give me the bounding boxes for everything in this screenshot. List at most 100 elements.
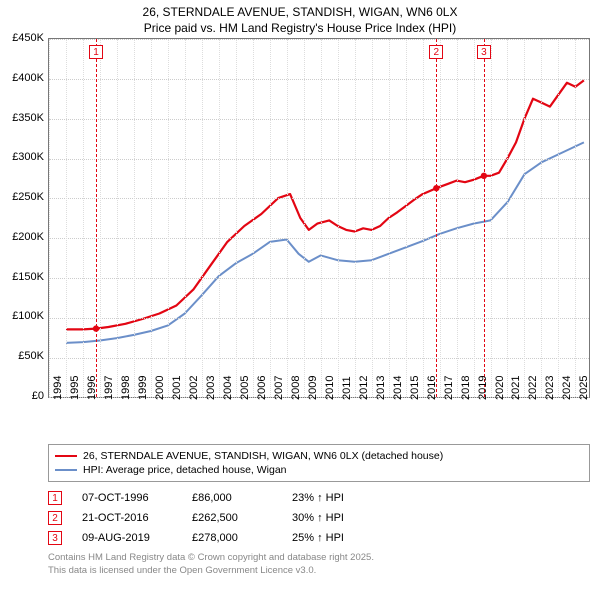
gridline-v — [321, 39, 322, 397]
gridline-v — [236, 39, 237, 397]
marker-vline — [436, 39, 437, 397]
transaction-price: £86,000 — [192, 492, 272, 504]
gridline-v — [168, 39, 169, 397]
marker-vline — [484, 39, 485, 397]
marker-box: 3 — [477, 45, 491, 59]
y-tick-label: £250K — [12, 191, 44, 203]
marker-box: 2 — [429, 45, 443, 59]
x-tick-label: 2009 — [307, 376, 319, 400]
x-tick-label: 2022 — [527, 376, 539, 400]
x-tick-label: 2023 — [544, 376, 556, 400]
gridline-v — [406, 39, 407, 397]
gridline-v — [134, 39, 135, 397]
gridline-v — [389, 39, 390, 397]
gridline-v — [440, 39, 441, 397]
gridline-v — [270, 39, 271, 397]
gridline-v — [541, 39, 542, 397]
x-tick-label: 2016 — [426, 376, 438, 400]
x-tick-label: 2004 — [222, 376, 234, 400]
gridline-v — [219, 39, 220, 397]
x-tick-label: 1996 — [86, 376, 98, 400]
gridline-v — [474, 39, 475, 397]
transaction-marker: 1 — [48, 491, 62, 505]
transaction-delta: 23% ↑ HPI — [292, 492, 382, 504]
transaction-row: 3 09-AUG-2019 £278,000 25% ↑ HPI — [48, 528, 590, 548]
transaction-delta: 30% ↑ HPI — [292, 512, 382, 524]
x-tick-label: 2020 — [494, 376, 506, 400]
gridline-v — [558, 39, 559, 397]
x-tick-label: 2018 — [460, 376, 472, 400]
transaction-marker: 3 — [48, 531, 62, 545]
gridline-v — [185, 39, 186, 397]
marker-vline — [96, 39, 97, 397]
legend-item: HPI: Average price, detached house, Wiga… — [55, 463, 583, 477]
transaction-date: 09-AUG-2019 — [82, 532, 172, 544]
gridline-v — [151, 39, 152, 397]
x-tick-label: 2011 — [341, 377, 353, 401]
x-tick-label: 2013 — [375, 376, 387, 400]
gridline-v — [49, 39, 50, 397]
x-tick-label: 1998 — [120, 376, 132, 400]
x-tick-label: 2012 — [358, 376, 370, 400]
x-tick-label: 2014 — [392, 376, 404, 400]
x-tick-label: 1995 — [69, 376, 81, 400]
transaction-date: 21-OCT-2016 — [82, 512, 172, 524]
x-tick-label: 1999 — [137, 376, 149, 400]
gridline-v — [338, 39, 339, 397]
x-axis: 1994199519961997199819992000200120022003… — [48, 398, 590, 436]
x-tick-label: 2007 — [273, 376, 285, 400]
transaction-date: 07-OCT-1996 — [82, 492, 172, 504]
x-tick-label: 2001 — [171, 376, 183, 400]
title-line-2: Price paid vs. HM Land Registry's House … — [0, 20, 600, 36]
gridline-v — [287, 39, 288, 397]
x-tick-label: 2025 — [578, 376, 590, 400]
x-tick-label: 2000 — [154, 376, 166, 400]
y-axis: £0£50K£100K£150K£200K£250K£300K£350K£400… — [0, 38, 46, 398]
attribution-footer: Contains HM Land Registry data © Crown c… — [48, 552, 590, 577]
series-line — [66, 143, 584, 344]
y-tick-label: £200K — [12, 231, 44, 243]
title-line-1: 26, STERNDALE AVENUE, STANDISH, WIGAN, W… — [0, 4, 600, 20]
x-tick-label: 2006 — [256, 376, 268, 400]
transaction-delta: 25% ↑ HPI — [292, 532, 382, 544]
gridline-v — [202, 39, 203, 397]
transactions-table: 107-OCT-1996£86,00023% ↑ HPI221-OCT-2016… — [48, 488, 590, 548]
legend-label: 26, STERNDALE AVENUE, STANDISH, WIGAN, W… — [83, 450, 443, 462]
plot-area: 1 2 3 — [48, 38, 590, 398]
legend-label: HPI: Average price, detached house, Wiga… — [83, 464, 287, 476]
x-tick-label: 2005 — [239, 376, 251, 400]
y-tick-label: £350K — [12, 112, 44, 124]
footer-line-1: Contains HM Land Registry data © Crown c… — [48, 552, 590, 564]
x-tick-label: 2017 — [443, 376, 455, 400]
transaction-row: 221-OCT-2016£262,50030% ↑ HPI — [48, 508, 590, 528]
gridline-v — [491, 39, 492, 397]
gridline-v — [457, 39, 458, 397]
x-tick-label: 2019 — [477, 376, 489, 400]
chart-title: 26, STERNDALE AVENUE, STANDISH, WIGAN, W… — [0, 0, 600, 38]
legend: 26, STERNDALE AVENUE, STANDISH, WIGAN, W… — [48, 444, 590, 482]
y-tick-label: £300K — [12, 151, 44, 163]
gridline-v — [253, 39, 254, 397]
gridline-v — [575, 39, 576, 397]
marker-box: 1 — [89, 45, 103, 59]
gridline-v — [66, 39, 67, 397]
transaction-row: 1 07-OCT-1996 £86,000 23% ↑ HPI — [48, 488, 590, 508]
x-tick-label: 2008 — [290, 376, 302, 400]
y-tick-label: £50K — [18, 350, 44, 362]
gridline-v — [524, 39, 525, 397]
transaction-price: £262,500 — [192, 512, 272, 524]
gridline-v — [100, 39, 101, 397]
legend-item: 26, STERNDALE AVENUE, STANDISH, WIGAN, W… — [55, 449, 583, 463]
x-tick-label: 2024 — [561, 376, 573, 400]
footer-line-2: This data is licensed under the Open Gov… — [48, 565, 590, 577]
y-tick-label: £100K — [12, 310, 44, 322]
gridline-v — [83, 39, 84, 397]
gridline-v — [117, 39, 118, 397]
y-tick-label: £400K — [12, 72, 44, 84]
transaction-price: £278,000 — [192, 532, 272, 544]
y-tick-label: £150K — [12, 271, 44, 283]
gridline-v — [304, 39, 305, 397]
x-tick-label: 2021 — [510, 376, 522, 400]
chart-container: 26, STERNDALE AVENUE, STANDISH, WIGAN, W… — [0, 0, 600, 590]
x-tick-label: 2003 — [205, 376, 217, 400]
